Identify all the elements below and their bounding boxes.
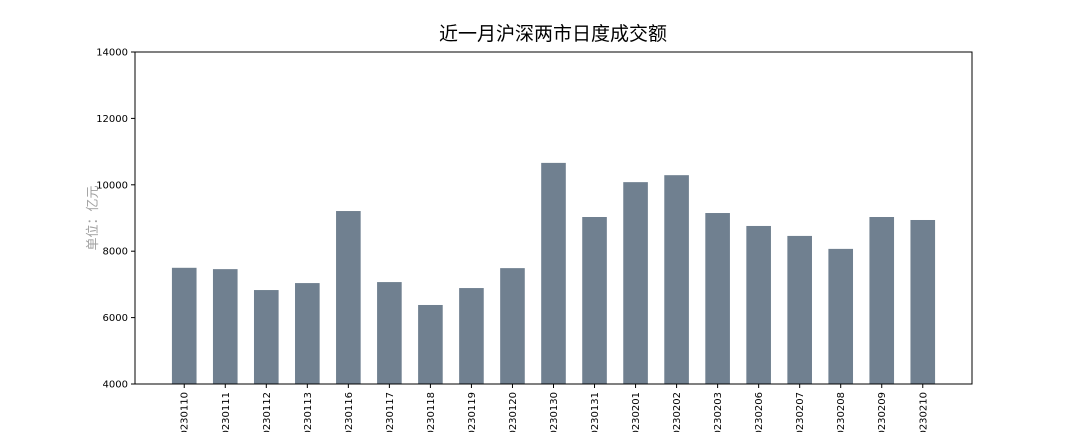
bar xyxy=(910,219,936,384)
x-tick-label: 20230209 xyxy=(877,392,888,432)
bar xyxy=(582,217,607,384)
x-tick-label: 20230201 xyxy=(631,392,642,432)
x-tick-label: 20230117 xyxy=(385,392,396,432)
y-axis-label: 单位：亿元 xyxy=(86,185,101,250)
bar xyxy=(664,175,689,384)
bar xyxy=(212,269,238,384)
y-tick-label: 4000 xyxy=(103,380,128,391)
y-tick-label: 8000 xyxy=(103,247,128,258)
bar xyxy=(171,267,197,384)
y-tick-label: 12000 xyxy=(96,114,128,125)
x-tick-label: 20230210 xyxy=(918,392,929,432)
x-tick-label: 20230113 xyxy=(303,392,314,432)
y-tick-label: 10000 xyxy=(96,180,128,191)
bar xyxy=(869,217,895,384)
x-tick-label: 20230119 xyxy=(467,392,478,432)
bar xyxy=(295,283,320,384)
x-tick-label: 20230131 xyxy=(590,392,601,432)
y-tick-label: 14000 xyxy=(96,48,128,59)
x-tick-label: 20230206 xyxy=(754,392,765,432)
x-tick-label: 20230207 xyxy=(795,392,806,432)
bar xyxy=(336,211,361,384)
x-tick-label: 20230112 xyxy=(262,392,273,432)
bar xyxy=(787,235,812,384)
x-tick-label: 20230120 xyxy=(508,392,519,432)
x-tick-label: 20230202 xyxy=(672,392,683,432)
y-tick-label: 6000 xyxy=(103,313,128,324)
x-tick-label: 20230208 xyxy=(836,392,847,432)
x-tick-label: 20230116 xyxy=(344,392,355,432)
x-tick-label: 20230111 xyxy=(221,392,232,432)
x-tick-label: 20230118 xyxy=(426,392,437,432)
bar xyxy=(623,182,648,384)
chart-title: 近一月沪深两市日度成交额 xyxy=(439,23,667,45)
plot-frame xyxy=(134,51,973,385)
bar xyxy=(541,162,566,384)
x-tick-label: 20230110 xyxy=(180,392,191,432)
bar xyxy=(418,304,443,384)
bar xyxy=(500,268,525,384)
x-tick-label: 20230130 xyxy=(549,392,560,432)
x-tick-label: 20230203 xyxy=(713,392,724,432)
bar xyxy=(705,213,730,384)
bar xyxy=(459,288,484,384)
bar xyxy=(377,282,402,384)
bar xyxy=(746,225,771,384)
bar xyxy=(828,248,854,384)
bar xyxy=(253,290,279,384)
